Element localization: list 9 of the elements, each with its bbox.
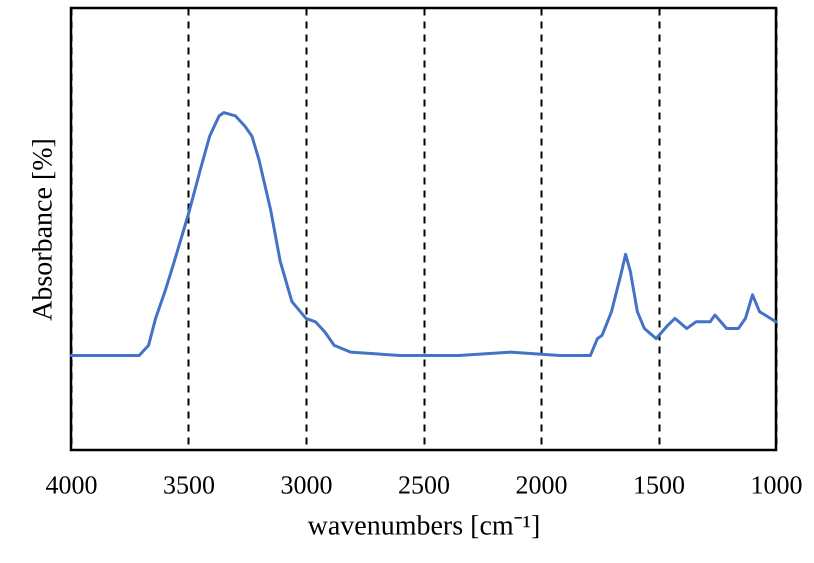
x-tick-label: 2000 — [516, 470, 568, 500]
x-tick-label: 1500 — [633, 470, 685, 500]
x-tick-label: 3000 — [280, 470, 332, 500]
x-tick-label: 3500 — [163, 470, 215, 500]
y-axis-title: Absorbance [%] — [28, 138, 58, 321]
x-tick-label: 2500 — [398, 470, 450, 500]
x-tick-label: 1000 — [750, 470, 802, 500]
x-axis-title: wavenumbers [cm⁻¹] — [308, 510, 540, 542]
x-tick-label: 4000 — [46, 470, 98, 500]
